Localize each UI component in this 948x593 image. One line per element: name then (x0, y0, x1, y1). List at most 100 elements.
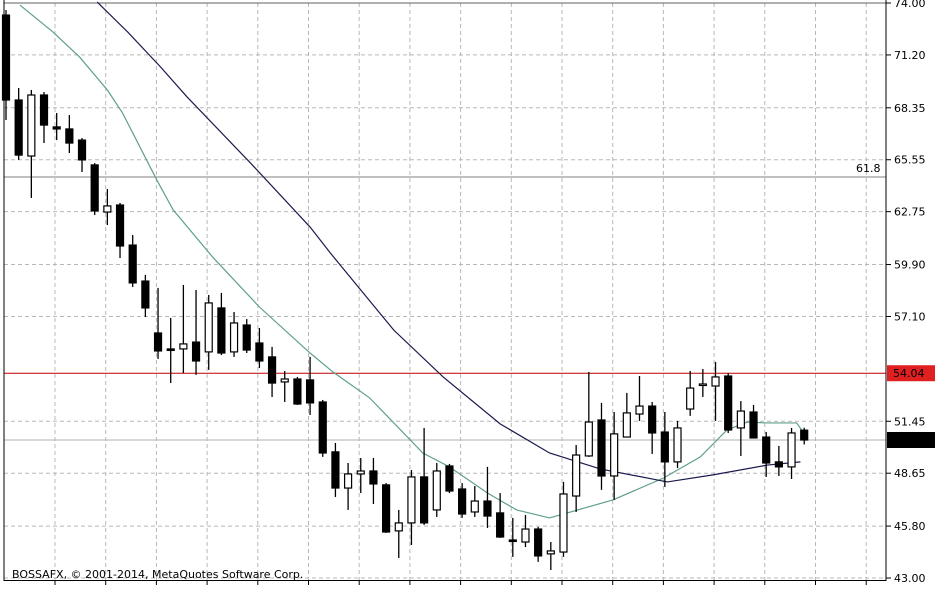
candle-body (128, 244, 137, 284)
moving-average-line (19, 4, 803, 519)
candle (724, 373, 733, 433)
candle-body (14, 99, 23, 156)
candle (179, 284, 188, 374)
candle-body (508, 539, 517, 543)
candle (103, 189, 112, 226)
candle (280, 371, 289, 402)
moving-average-line (96, 1, 801, 483)
candle (698, 368, 707, 397)
candle-body (52, 126, 61, 130)
candle-body (584, 421, 593, 457)
candle-body (559, 493, 568, 553)
candle-body (420, 476, 429, 524)
candle-body (141, 280, 150, 309)
candle-body (267, 356, 277, 384)
candle-body (229, 322, 239, 353)
candle (153, 287, 163, 359)
candle (1, 10, 11, 121)
candle-body (749, 411, 758, 439)
candle (65, 115, 74, 154)
candle (673, 420, 682, 469)
candle (305, 356, 315, 415)
candle (217, 292, 226, 356)
candle-body (787, 432, 796, 468)
candle (27, 89, 36, 198)
candle-body (521, 528, 530, 543)
candle (597, 402, 606, 490)
price-tag-label: 50.44 (893, 434, 925, 447)
candle (382, 483, 391, 533)
candle-body (103, 205, 112, 213)
candle-body (660, 431, 669, 463)
candle-body (217, 307, 226, 354)
candle (191, 289, 201, 375)
candle (331, 442, 340, 497)
candle (343, 463, 353, 510)
y-tick-label: 57.10 (894, 310, 926, 323)
candle (166, 317, 175, 384)
price-tag (887, 365, 935, 382)
y-tick-label: 62.75 (894, 206, 926, 219)
candle (496, 493, 505, 538)
price-axis: 74.00 71.20 68.35 65.55 62.75 59.90 57.10 51.45… (3, 0, 935, 585)
candle-body (382, 484, 391, 533)
candle-body (496, 512, 505, 538)
candle-body (470, 500, 479, 513)
candle-body (280, 378, 289, 383)
y-tick-label: 71.20 (894, 49, 926, 62)
price-tag (887, 432, 935, 448)
candle-body (90, 164, 99, 212)
candle-body (445, 465, 454, 492)
candle-body (255, 342, 264, 362)
candle-body (166, 348, 175, 352)
price-tag-label: 54.04 (893, 367, 925, 380)
candle-body (242, 324, 251, 351)
candle (267, 346, 277, 397)
candle (407, 470, 416, 545)
candle-body (673, 427, 682, 463)
candle (52, 112, 61, 141)
candle (749, 404, 758, 439)
candle (90, 163, 99, 216)
candle-body (736, 410, 745, 429)
fibonacci-level-label: 61.8 (856, 162, 881, 175)
candle-body (622, 412, 631, 438)
candle (508, 517, 517, 557)
candle-body (153, 332, 163, 352)
candle (559, 481, 568, 557)
candle (736, 401, 745, 456)
candle-body (27, 94, 36, 157)
candle-body (648, 405, 657, 434)
candle-body (610, 433, 619, 477)
y-tick-label: 59.90 (894, 259, 926, 272)
candle (711, 361, 720, 421)
candle-body (407, 476, 416, 524)
y-tick-label: 45.80 (894, 520, 926, 533)
candle (293, 376, 302, 405)
candle-body (343, 473, 353, 489)
y-tick-label: 48.65 (894, 467, 926, 480)
candle (77, 138, 87, 172)
candle-body (800, 429, 809, 441)
candle-body (762, 436, 771, 464)
candle (394, 509, 403, 558)
candle-body (77, 139, 87, 161)
candle (128, 235, 137, 287)
candle (356, 457, 365, 494)
candle (648, 401, 657, 454)
candle-body (115, 204, 125, 247)
candle-body (458, 488, 467, 515)
y-tick-label: 74.00 (894, 0, 926, 10)
candle-body (318, 401, 327, 454)
y-tick-label: 68.35 (894, 102, 926, 115)
candle-body (432, 470, 441, 511)
candle-body (191, 341, 201, 362)
candle-body (204, 302, 213, 353)
candle-body (572, 454, 581, 497)
candle (622, 392, 631, 438)
candle-body (331, 451, 340, 489)
candle-body (39, 94, 49, 126)
candle-body (356, 470, 365, 475)
horizontal-lines: 61.8 (4, 2, 886, 441)
